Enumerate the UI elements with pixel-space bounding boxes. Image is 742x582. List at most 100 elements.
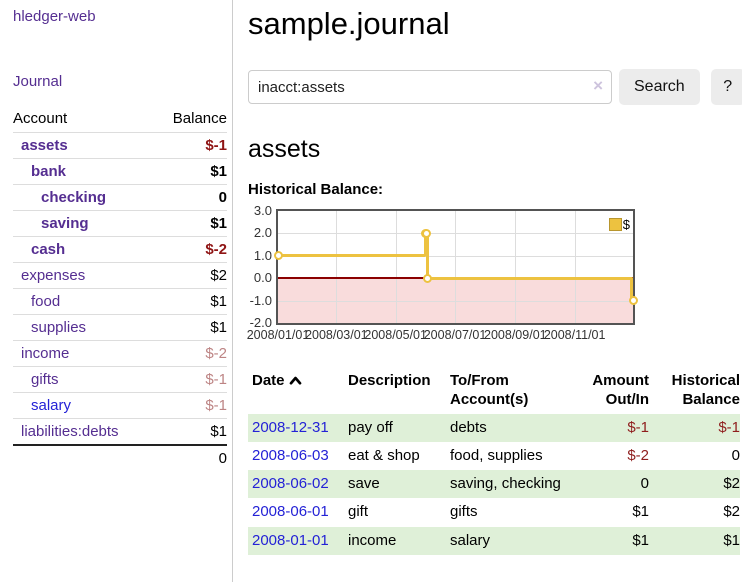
help-button[interactable]: ? xyxy=(710,69,742,105)
account-row: food $1 xyxy=(13,288,227,315)
sidebar-item-journal[interactable]: Journal xyxy=(13,73,63,90)
account-row: gifts $-1 xyxy=(13,366,227,393)
account-row: liabilities:debts $1 xyxy=(13,418,227,446)
transaction-amount: 0 xyxy=(640,475,649,492)
account-balance: $1 xyxy=(210,293,227,310)
transaction-balance: $-1 xyxy=(718,418,740,436)
transaction-balance: $2 xyxy=(723,475,740,492)
transaction-date: 2008-06-02 xyxy=(248,470,344,498)
register-table: Date Description To/From Account(s) Amou… xyxy=(248,370,740,555)
transaction-description: income xyxy=(348,531,397,549)
description-column-header: Description xyxy=(348,372,431,389)
transaction-date-link[interactable]: 2008-06-03 xyxy=(252,446,329,464)
account-table-header: Account Balance xyxy=(13,107,227,133)
account-link[interactable]: gifts xyxy=(31,371,59,388)
clear-search-icon[interactable]: × xyxy=(593,76,603,95)
account-link[interactable]: supplies xyxy=(31,319,87,336)
amount-column-header: Amount Out/In xyxy=(592,372,649,408)
sidebar: hledger-web Journal Account Balance asse… xyxy=(0,0,233,582)
legend-label: $ xyxy=(622,217,630,232)
transaction-date-link[interactable]: 2008-12-31 xyxy=(252,418,329,436)
vertical-gridline xyxy=(395,211,397,323)
account-row: supplies $1 xyxy=(13,314,227,341)
transaction-date-link[interactable]: 2008-01-01 xyxy=(252,531,329,549)
data-point-marker xyxy=(273,251,283,261)
account-link[interactable]: income xyxy=(21,345,70,362)
transaction-date: 2008-06-03 xyxy=(248,442,344,470)
account-link[interactable]: food xyxy=(31,293,61,310)
account-balance: $-1 xyxy=(205,137,227,154)
chart-line-segment xyxy=(630,278,633,301)
register-header-row: Date Description To/From Account(s) Amou… xyxy=(248,370,740,414)
y-axis-tick-label: 3.0 xyxy=(253,203,272,218)
legend-swatch xyxy=(608,218,622,231)
transaction-accounts: gifts xyxy=(450,503,478,521)
transaction-balance: $1 xyxy=(723,531,740,549)
account-link[interactable]: liabilities:debts xyxy=(21,423,119,440)
app-title-link[interactable]: hledger-web xyxy=(13,8,96,25)
y-axis-tick-label: 1.0 xyxy=(253,247,272,263)
search-form: × Search ? xyxy=(248,69,742,105)
account-row: expenses $2 xyxy=(13,262,227,289)
chart-line-segment xyxy=(424,233,428,256)
search-input[interactable] xyxy=(248,70,612,104)
account-link[interactable]: assets xyxy=(21,137,68,154)
search-button[interactable]: Search xyxy=(619,69,700,105)
account-link[interactable]: salary xyxy=(31,397,72,414)
page-title: sample.journal xyxy=(248,6,450,41)
account-row: cash $-2 xyxy=(13,236,227,263)
account-balance: $2 xyxy=(210,267,227,284)
register-rows: 2008-12-31 pay off debts $-1 $-1 2008-06-03 ea… xyxy=(248,413,740,555)
transaction-accounts: food, supplies xyxy=(450,446,543,464)
date-column-header[interactable]: Date xyxy=(248,370,344,414)
account-total-balance: 0 xyxy=(218,450,227,467)
transaction-accounts: debts xyxy=(450,418,487,436)
account-link[interactable]: expenses xyxy=(21,267,86,284)
account-balance: $-1 xyxy=(205,397,227,414)
x-axis-tick-label: 2008/01/01 xyxy=(246,328,310,342)
transaction-date: 2008-06-01 xyxy=(248,498,344,526)
account-balance: $1 xyxy=(210,163,227,180)
account-balance: $1 xyxy=(210,423,227,440)
account-balance: $-1 xyxy=(205,371,227,388)
account-row: checking 0 xyxy=(13,184,227,211)
transaction-row: 2008-06-02 save saving, checking 0 $2 xyxy=(248,470,740,499)
transaction-accounts: saving, checking xyxy=(450,475,561,492)
horizontal-gridline xyxy=(278,300,633,302)
y-axis-tick-label: 0.0 xyxy=(253,270,272,286)
chart-line-segment xyxy=(278,254,426,258)
account-link[interactable]: bank xyxy=(31,163,67,180)
account-row: income $-2 xyxy=(13,340,227,367)
transaction-date-link[interactable]: 2008-06-01 xyxy=(252,503,329,521)
transaction-description: eat & shop xyxy=(348,446,420,464)
data-point-marker xyxy=(422,228,432,238)
transaction-date-link[interactable]: 2008-06-02 xyxy=(252,475,329,492)
account-balance: $-2 xyxy=(205,241,227,258)
account-row: salary $-1 xyxy=(13,392,227,419)
horizontal-gridline xyxy=(278,255,633,257)
accounts-column-header: To/From Account(s) xyxy=(450,372,529,408)
account-table: Account Balance assets $-1 bank $1 checking 0… xyxy=(13,107,227,471)
account-link[interactable]: saving xyxy=(41,215,89,232)
transaction-accounts: salary xyxy=(450,531,491,549)
x-axis-tick-label: 2008/09/01 xyxy=(484,328,547,342)
account-link[interactable]: checking xyxy=(41,189,107,206)
account-link[interactable]: cash xyxy=(31,241,66,258)
transaction-row: 2008-06-03 eat & shop food, supplies $-2 0 xyxy=(248,442,740,470)
balance-column-header-register: Historical Balance xyxy=(671,372,740,408)
horizontal-gridline xyxy=(278,233,633,235)
account-balance: $1 xyxy=(210,319,227,336)
vertical-gridline xyxy=(455,211,456,323)
transaction-row: 2008-12-31 pay off debts $-1 $-1 xyxy=(248,413,740,442)
account-balance: 0 xyxy=(218,189,227,206)
y-axis-tick-label: 2.0 xyxy=(253,225,272,241)
transaction-description: pay off xyxy=(348,418,393,436)
account-balance: $-2 xyxy=(205,345,227,362)
chart-line-segment xyxy=(427,276,633,280)
account-rows: assets $-1 bank $1 checking 0 saving $1 cash $-2 e… xyxy=(13,132,227,446)
transaction-amount: $1 xyxy=(632,531,649,549)
data-point-marker xyxy=(423,273,433,283)
account-total-row: 0 xyxy=(13,445,227,471)
x-axis-tick-label: 2008/07/01 xyxy=(423,328,487,342)
